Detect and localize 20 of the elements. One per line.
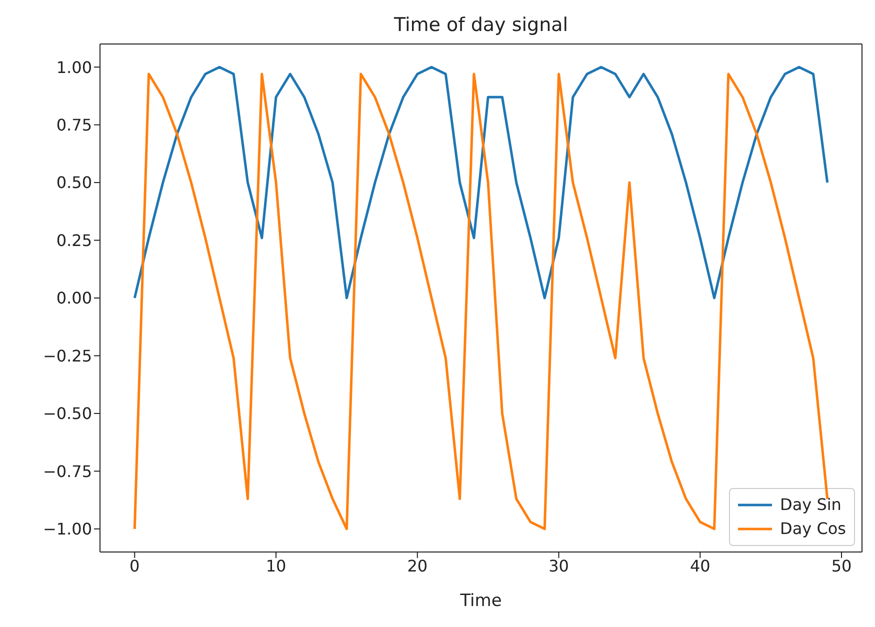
x-tick-label: 10 [266,556,286,576]
x-tick-label: 20 [407,556,428,576]
chart-title: Time of day signal [392,14,570,36]
y-tick-label: 0.75 [56,116,92,134]
legend-label: Day Sin [780,494,842,516]
x-axis-title: Time [459,591,502,611]
y-tick-label: 0.50 [56,173,92,192]
y-tick-label: −0.25 [42,346,92,366]
x-tick-label: 0 [130,556,140,576]
legend-label: Day Cos [780,518,846,540]
y-tick-label: −1.00 [42,520,92,539]
y-tick-label: 0.00 [56,288,92,308]
y-tick-label: −0.50 [42,404,92,424]
line-series [133,66,829,300]
x-tick-label: 40 [690,556,710,576]
y-tick-label: 0.25 [56,230,92,250]
y-tick-label: 1.00 [56,58,92,77]
x-tick-label: 30 [548,556,569,576]
y-tick-label: −0.75 [42,462,92,481]
x-tick-label: 50 [831,556,852,576]
